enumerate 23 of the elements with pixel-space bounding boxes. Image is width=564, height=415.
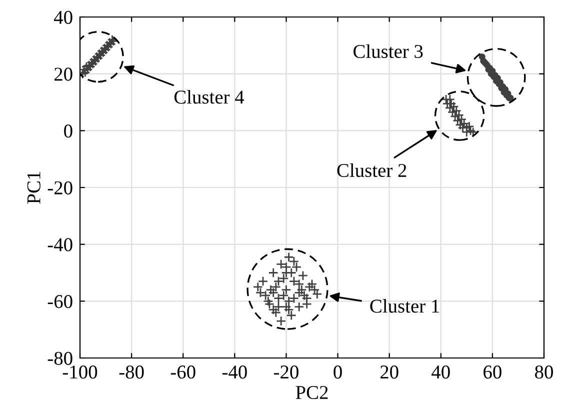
x-tick-label: -60 (170, 366, 196, 379)
y-tick-label: -40 (48, 238, 72, 252)
x-tick-label: -40 (222, 366, 247, 379)
x-tick-label: 0 (334, 366, 342, 379)
y-tick-label: -80 (48, 352, 72, 365)
y-tick-label: -60 (48, 294, 72, 308)
y-tick-label: 20 (54, 68, 72, 81)
annotation: Cluster 4 (174, 90, 244, 104)
x-tick-label: 60 (484, 366, 502, 379)
annotation: Cluster 3 (354, 44, 423, 58)
y-tick-label: 40 (54, 10, 72, 24)
annotation: Cluster 2 (337, 163, 406, 178)
y-tick-label: 0 (64, 124, 72, 138)
x-axis-title: PC2 (296, 386, 328, 400)
y-tick-label: -20 (48, 181, 72, 194)
x-tick-label: -20 (274, 366, 298, 379)
x-tick-label: 40 (432, 366, 450, 379)
x-tick-label: 80 (535, 366, 553, 379)
y-axis-title: PC1 (27, 172, 40, 204)
x-tick-label: -100 (62, 366, 98, 379)
x-tick-label: 20 (380, 366, 398, 379)
annotation: Cluster 1 (370, 299, 440, 313)
x-tick-label: -80 (119, 366, 144, 379)
